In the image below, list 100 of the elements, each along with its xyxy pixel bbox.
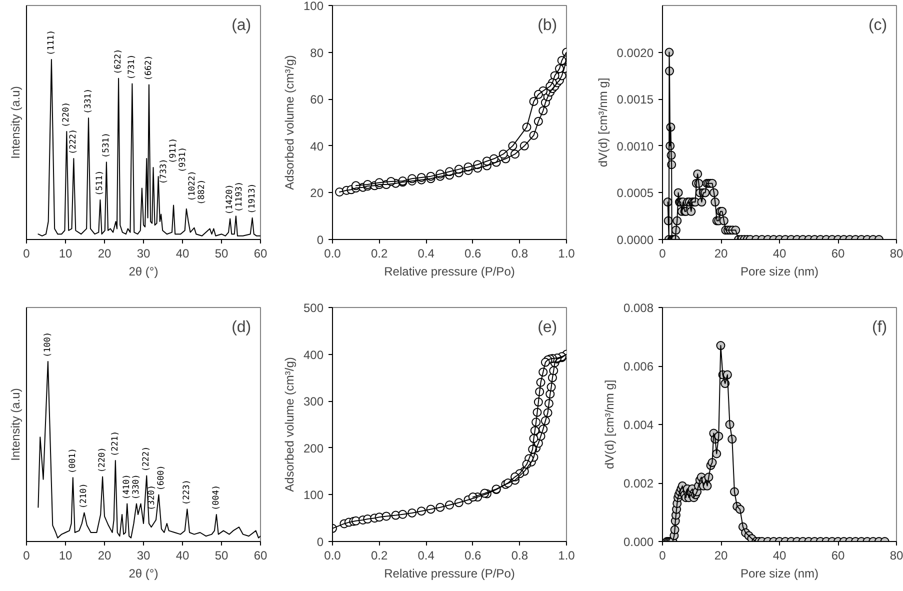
y-tick-label: 0.004 <box>623 418 654 432</box>
x-tick-label: 0.8 <box>511 548 528 562</box>
y-tick-label: 40 <box>310 139 324 154</box>
annotation: (1022) <box>187 170 198 202</box>
y-tick-label: 0 <box>316 535 324 549</box>
x-tick-label: 80 <box>890 548 903 562</box>
annotation: (531) <box>101 132 112 158</box>
y-tick-label: 100 <box>303 488 324 502</box>
x-tick-label: 1.0 <box>558 548 576 562</box>
y-axis-title: dV(d) [cm³/nm g] <box>596 78 610 168</box>
x-tick-label: 0.0 <box>324 548 342 562</box>
y-axis-title: Adsorbed volume (cm³/g) <box>282 55 296 190</box>
y-tick-label: 200 <box>303 441 324 456</box>
annotation: (222) <box>68 128 79 154</box>
annotation: (320) <box>147 484 158 510</box>
x-tick-label: 20 <box>714 246 728 260</box>
x-tick-label: 0.4 <box>418 246 435 260</box>
annotation: (223) <box>182 480 192 506</box>
x-tick-label: 40 <box>772 548 786 562</box>
x-tick-label: 60 <box>831 548 845 562</box>
x-tick-label: 40 <box>176 246 190 260</box>
y-tick-label: 0.008 <box>623 301 654 315</box>
x-tick-label: 0.4 <box>418 548 435 562</box>
annotation: (111) <box>46 30 56 56</box>
y-tick-label: 80 <box>310 46 324 60</box>
annotation: (733) <box>158 158 169 184</box>
y-tick-label: 0.0010 <box>616 139 654 154</box>
y-tick-label: 0 <box>316 233 324 247</box>
annotation: (e) <box>538 319 558 336</box>
annotation: (c) <box>868 17 888 34</box>
text: (d) <box>232 319 252 336</box>
annotation: (001) <box>68 448 78 474</box>
x-tick-label: 30 <box>136 548 150 562</box>
annotation: (004) <box>211 484 222 510</box>
y-tick-label: 60 <box>310 92 324 107</box>
x-tick-label: 30 <box>136 246 150 260</box>
x-axis-title: Pore size (nm) <box>740 264 819 278</box>
x-tick-label: 80 <box>890 246 903 260</box>
y-tick-label: 300 <box>303 394 324 409</box>
x-axis-title: 2θ (°) <box>128 566 158 580</box>
x-tick-label: 0 <box>23 548 30 562</box>
annotation: (100) <box>42 332 53 358</box>
annotation: (210) <box>79 483 90 509</box>
x-tick-label: 40 <box>176 548 190 562</box>
x-tick-label: 10 <box>58 246 72 260</box>
y-tick-label: 0.002 <box>623 476 654 490</box>
x-tick-label: 0.2 <box>370 246 388 260</box>
y-axis-title: Intensity (a.u) <box>8 86 22 159</box>
x-tick-label: 0.8 <box>511 246 528 260</box>
annotation: (911) <box>168 138 178 164</box>
x-tick-label: 1.0 <box>558 246 576 260</box>
annotation: (f) <box>872 319 888 336</box>
x-tick-label: 50 <box>214 246 228 260</box>
annotation: (410) <box>122 474 132 500</box>
x-axis-title: Relative pressure (P/Po) <box>384 566 515 580</box>
annotation: (331) <box>84 88 94 114</box>
y-tick-label: 0.0000 <box>616 233 654 247</box>
x-tick-label: 0.6 <box>464 246 482 260</box>
annotation: (221) <box>110 430 120 456</box>
x-tick-label: 0.0 <box>324 246 342 260</box>
y-axis-title: dV(d) [cm³/nm g] <box>602 380 616 470</box>
x-tick-label: 20 <box>98 246 112 260</box>
x-tick-label: 0.2 <box>370 548 388 562</box>
x-tick-label: 20 <box>714 548 728 562</box>
x-tick-label: 20 <box>98 548 112 562</box>
x-tick-label: 60 <box>254 246 268 260</box>
x-axis-title: Relative pressure (P/Po) <box>384 264 515 278</box>
annotation: (220) <box>62 102 72 128</box>
annotation: (1420) <box>225 184 236 215</box>
x-tick-label: 0 <box>659 548 666 562</box>
y-tick-label: 0.000 <box>623 535 654 549</box>
x-axis-title: Pore size (nm) <box>740 566 819 580</box>
y-tick-label: 0.006 <box>623 360 654 374</box>
x-tick-label: 0 <box>23 246 30 260</box>
x-axis-title: 2θ (°) <box>128 264 158 278</box>
x-tick-label: 60 <box>831 246 845 260</box>
y-tick-label: 0.0015 <box>616 92 654 107</box>
y-tick-label: 100 <box>303 0 324 13</box>
x-tick-label: 60 <box>254 548 268 562</box>
x-tick-label: 40 <box>772 246 786 260</box>
annotation: (b) <box>538 17 558 34</box>
annotation: (931) <box>178 146 188 172</box>
y-tick-label: 20 <box>310 186 324 200</box>
x-tick-label: 0.6 <box>464 548 482 562</box>
annotation: (220) <box>98 447 108 473</box>
x-tick-label: 10 <box>58 548 72 562</box>
x-tick-label: 50 <box>214 548 228 562</box>
y-tick-label: 500 <box>303 301 324 315</box>
y-axis-title: Intensity (a.u) <box>8 388 22 461</box>
annotation: (882) <box>196 179 207 205</box>
y-tick-label: 400 <box>303 348 324 362</box>
y-tick-label: 0.0005 <box>616 186 654 200</box>
text: (a) <box>232 17 252 34</box>
annotation: (662) <box>144 55 154 81</box>
annotation: (222) <box>142 446 152 472</box>
annotation: (511) <box>95 170 106 196</box>
x-tick-label: 0 <box>659 246 666 260</box>
y-axis-title: Adsorbed volume (cm³/g) <box>282 357 296 492</box>
annotation: (1913) <box>247 183 258 214</box>
annotation: (330) <box>132 474 142 500</box>
